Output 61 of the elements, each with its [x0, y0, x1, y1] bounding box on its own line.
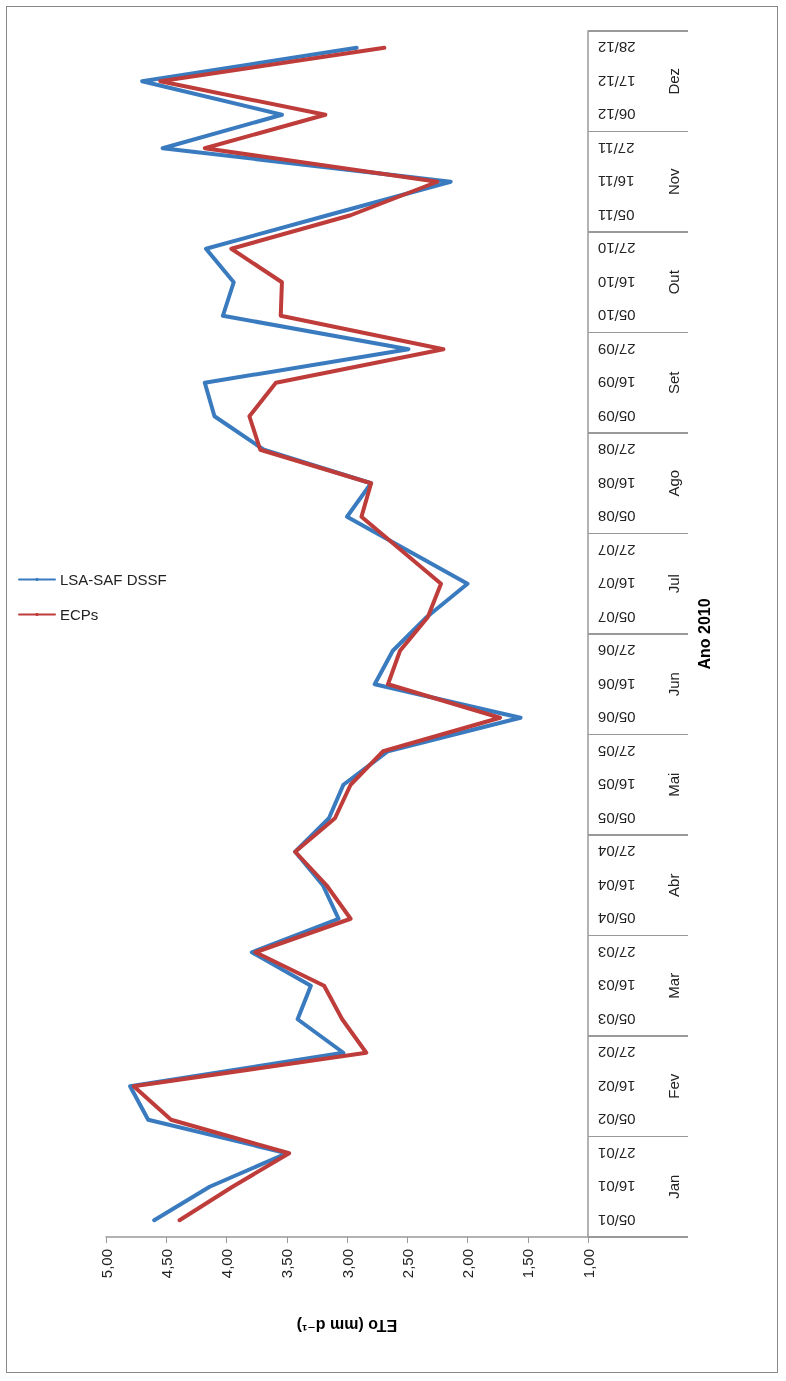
- y-tick-label: 27/02: [598, 1044, 636, 1062]
- text: Jan: [665, 1174, 682, 1199]
- y-tick-label: 16/03: [598, 977, 636, 995]
- y-tick-label: 27/06: [598, 642, 636, 660]
- text: Mai: [665, 772, 682, 797]
- text: Jun: [665, 672, 682, 697]
- x-axis-title: ETo (mm d⁻¹): [296, 1316, 398, 1334]
- y-tick-label: 27/04: [598, 843, 636, 861]
- y-tick-label: 05/01: [598, 1211, 636, 1229]
- x-tick-label: 3,00: [338, 1249, 356, 1279]
- y-tick-label: 16/10: [598, 273, 636, 291]
- text: Dez: [665, 67, 682, 95]
- y-tick-label: 16/07: [598, 575, 636, 593]
- text: Ago: [665, 469, 682, 497]
- y-tick-label: 05/11: [598, 206, 635, 224]
- y-tick-label: 05/08: [598, 508, 636, 526]
- x-tick-label: 1,00: [579, 1249, 597, 1279]
- x-tick-label: 4,00: [218, 1249, 235, 1279]
- y-tick-label: 05/06: [598, 709, 636, 727]
- x-tick-label: 5,00: [97, 1249, 115, 1279]
- y-tick-label: 27/01: [598, 1144, 636, 1162]
- y-tick-label: 16/11: [598, 173, 635, 191]
- y-tick-label: 16/08: [598, 474, 636, 492]
- x-tick-label: 4,50: [157, 1249, 175, 1279]
- y-tick-label: 05/02: [598, 1111, 636, 1129]
- y-tick-label: 16/04: [598, 876, 636, 894]
- y-tick-label: 05/05: [598, 809, 636, 827]
- y-tick-label: 05/04: [598, 910, 636, 928]
- text: Nov: [665, 167, 682, 196]
- y-tick-label: 27/08: [598, 441, 636, 459]
- y-tick-label: 05/03: [598, 1010, 636, 1028]
- text: Set: [665, 370, 682, 395]
- x-tick-label: 2,00: [459, 1249, 476, 1279]
- x-tick-label: 1,50: [519, 1249, 537, 1279]
- y-tick-label: 05/07: [598, 608, 636, 626]
- y-tick-label: 16/05: [598, 776, 636, 794]
- legend-label: LSA-SAF DSSF: [60, 571, 167, 588]
- y-tick-label: 27/03: [598, 943, 636, 961]
- y-tick-label: 05/09: [598, 407, 636, 425]
- text: Mar: [665, 972, 682, 999]
- text: Jul: [665, 574, 682, 594]
- y-tick-label: 16/09: [598, 374, 636, 392]
- text: Abr: [665, 873, 682, 897]
- y-tick-label: 17/12: [598, 72, 636, 90]
- y-tick-label: 28/12: [598, 39, 636, 57]
- y-tick-label: 16/02: [598, 1077, 636, 1095]
- y-axis-title: Ano 2010: [695, 598, 713, 670]
- legend-label: ECPs: [60, 606, 99, 623]
- y-tick-label: 27/10: [598, 240, 636, 258]
- x-tick-label: 3,50: [278, 1249, 296, 1279]
- y-tick-label: 16/06: [598, 675, 636, 693]
- x-tick-label: 2,50: [398, 1249, 416, 1279]
- y-tick-label: 27/07: [598, 541, 636, 559]
- y-tick-label: 27/09: [598, 340, 636, 358]
- y-tick-label: 16/01: [598, 1178, 636, 1196]
- text: Out: [665, 269, 682, 295]
- text: Fev: [665, 1073, 682, 1099]
- y-tick-label: 05/10: [598, 307, 636, 325]
- y-tick-label: 06/12: [598, 106, 636, 124]
- y-tick-label: 27/05: [598, 742, 636, 760]
- y-tick-label: 27/11: [598, 139, 635, 157]
